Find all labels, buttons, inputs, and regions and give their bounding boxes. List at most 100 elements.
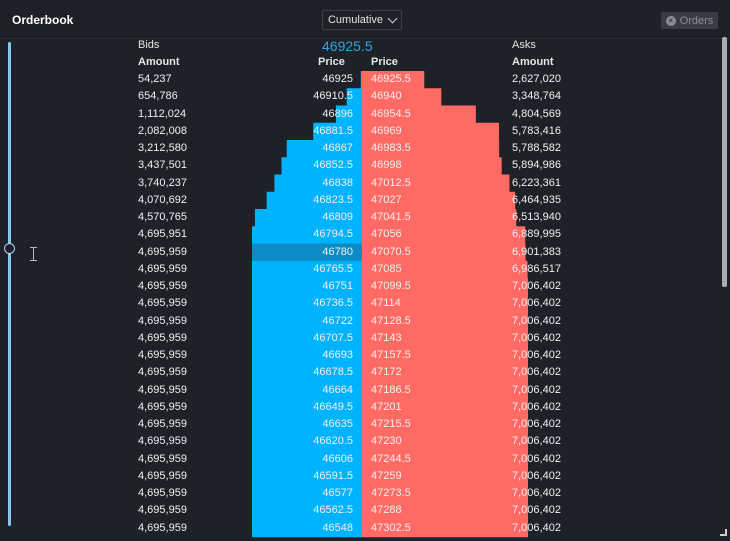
- bid-amount[interactable]: 654,786: [138, 90, 178, 103]
- ask-price[interactable]: 46998: [371, 159, 402, 172]
- bid-amount[interactable]: 4,695,959: [138, 452, 187, 465]
- ask-price[interactable]: 47143: [371, 331, 402, 344]
- bid-price[interactable]: 46852.5: [313, 159, 353, 172]
- ask-amount[interactable]: 6,986,517: [512, 262, 561, 275]
- ask-amount[interactable]: 7,006,402: [512, 297, 561, 310]
- ask-amount[interactable]: 7,006,402: [512, 383, 561, 396]
- ask-price[interactable]: 47186.5: [371, 383, 411, 396]
- bid-amount[interactable]: 4,695,959: [138, 262, 187, 275]
- ask-amount[interactable]: 7,006,402: [512, 349, 561, 361]
- ask-price[interactable]: 47172: [371, 366, 402, 379]
- bid-amount[interactable]: 4,695,959: [138, 487, 187, 499]
- bid-price[interactable]: 46736.5: [313, 297, 353, 310]
- ask-amount[interactable]: 7,006,402: [512, 452, 561, 465]
- bid-price[interactable]: 46751: [322, 280, 353, 292]
- ask-amount[interactable]: 4,804,569: [512, 107, 561, 120]
- bid-amount[interactable]: 4,695,959: [138, 314, 187, 327]
- ask-amount[interactable]: 7,006,402: [512, 504, 561, 517]
- ask-price[interactable]: 47259: [371, 469, 402, 482]
- ask-price[interactable]: 46983.5: [371, 142, 411, 154]
- bid-amount[interactable]: 4,695,959: [138, 245, 187, 258]
- bid-amount[interactable]: 4,070,692: [138, 193, 187, 206]
- ask-amount[interactable]: 7,006,402: [512, 314, 561, 327]
- ask-amount[interactable]: 7,006,402: [512, 366, 561, 379]
- ask-price[interactable]: 47056: [371, 228, 402, 241]
- ask-price[interactable]: 47114: [371, 297, 401, 310]
- ask-amount[interactable]: 5,783,416: [512, 124, 561, 137]
- bid-amount[interactable]: 4,695,959: [138, 469, 187, 482]
- bid-price[interactable]: 46780: [322, 245, 353, 258]
- ask-price[interactable]: 46925.5: [371, 73, 411, 85]
- bid-amount[interactable]: 3,437,501: [138, 159, 187, 172]
- bid-price[interactable]: 46881.5: [313, 124, 353, 137]
- ask-amount[interactable]: 7,006,402: [512, 487, 561, 499]
- bid-amount[interactable]: 4,695,959: [138, 297, 187, 310]
- ask-price[interactable]: 46969: [371, 124, 402, 137]
- bid-price[interactable]: 46591.5: [313, 469, 353, 482]
- ask-amount[interactable]: 5,894,986: [512, 159, 561, 172]
- ask-price[interactable]: 47230: [371, 435, 402, 448]
- bid-amount[interactable]: 1,112,024: [138, 107, 187, 120]
- ask-price[interactable]: 47288: [371, 504, 402, 517]
- ask-price[interactable]: 47085: [371, 262, 402, 275]
- ask-price[interactable]: 47099.5: [371, 280, 411, 292]
- bid-price[interactable]: 46678.5: [313, 366, 353, 379]
- ask-amount[interactable]: 6,889,995: [512, 228, 561, 241]
- bid-amount[interactable]: 4,695,959: [138, 366, 187, 379]
- bid-amount[interactable]: 4,695,959: [138, 400, 187, 413]
- ask-price[interactable]: 46954.5: [371, 107, 411, 120]
- ask-price[interactable]: 47128.5: [371, 314, 411, 327]
- orders-button[interactable]: × Orders: [661, 12, 718, 29]
- bid-price[interactable]: 46925: [322, 73, 353, 85]
- vertical-scrollbar[interactable]: [722, 37, 727, 287]
- ask-amount[interactable]: 7,006,402: [512, 280, 561, 292]
- bid-amount[interactable]: 4,695,959: [138, 418, 187, 430]
- bid-price[interactable]: 46620.5: [313, 435, 353, 448]
- depth-slider-handle[interactable]: [4, 243, 15, 254]
- ask-amount[interactable]: 7,006,402: [512, 521, 561, 534]
- bid-price[interactable]: 46910.5: [313, 90, 353, 103]
- ask-amount[interactable]: 7,006,402: [512, 400, 561, 413]
- bid-amount[interactable]: 3,740,237: [138, 176, 187, 189]
- bid-price[interactable]: 46809: [322, 211, 353, 223]
- ask-amount[interactable]: 6,901,383: [512, 245, 561, 258]
- resize-grip-icon[interactable]: [720, 529, 727, 536]
- bid-price[interactable]: 46896: [322, 107, 353, 120]
- bid-price[interactable]: 46867: [322, 142, 353, 154]
- bid-amount[interactable]: 4,695,959: [138, 349, 187, 361]
- bid-price[interactable]: 46562.5: [313, 504, 353, 517]
- bid-price[interactable]: 46664: [322, 383, 353, 396]
- bid-price[interactable]: 46649.5: [313, 400, 353, 413]
- bid-amount[interactable]: 2,082,008: [138, 124, 187, 137]
- bid-amount[interactable]: 4,570,765: [138, 211, 187, 223]
- depth-slider-track[interactable]: [8, 42, 11, 526]
- bid-amount[interactable]: 4,695,959: [138, 280, 187, 292]
- bid-price[interactable]: 46794.5: [313, 228, 353, 241]
- bid-price[interactable]: 46722: [322, 314, 353, 327]
- bid-amount[interactable]: 3,212,580: [138, 142, 187, 154]
- ask-price[interactable]: 47215.5: [371, 418, 411, 430]
- bid-price[interactable]: 46606: [322, 452, 353, 465]
- ask-amount[interactable]: 7,006,402: [512, 418, 561, 430]
- ask-amount[interactable]: 6,464,935: [512, 193, 561, 206]
- ask-price[interactable]: 47302.5: [371, 521, 411, 534]
- bid-amount[interactable]: 4,695,959: [138, 435, 187, 448]
- bid-amount[interactable]: 4,695,959: [138, 521, 187, 534]
- bid-price[interactable]: 46548: [322, 521, 353, 534]
- bid-amount[interactable]: 4,695,959: [138, 383, 187, 396]
- bid-price[interactable]: 46635: [322, 418, 353, 430]
- ask-amount[interactable]: 7,006,402: [512, 435, 561, 448]
- bid-price[interactable]: 46577: [322, 487, 353, 499]
- ask-price[interactable]: 47201: [371, 400, 402, 413]
- ask-price[interactable]: 47027: [371, 193, 402, 206]
- bid-price[interactable]: 46693: [322, 349, 353, 361]
- ask-amount[interactable]: 7,006,402: [512, 331, 561, 344]
- ask-amount[interactable]: 6,223,361: [512, 176, 561, 189]
- ask-price[interactable]: 47244.5: [371, 452, 411, 465]
- ask-amount[interactable]: 6,513,940: [512, 211, 561, 223]
- ask-amount[interactable]: 5,788,582: [512, 142, 561, 154]
- bid-price[interactable]: 46765.5: [313, 262, 353, 275]
- bid-price[interactable]: 46838: [322, 176, 353, 189]
- ask-price[interactable]: 47012.5: [371, 176, 411, 189]
- ask-price[interactable]: 46940: [371, 90, 402, 103]
